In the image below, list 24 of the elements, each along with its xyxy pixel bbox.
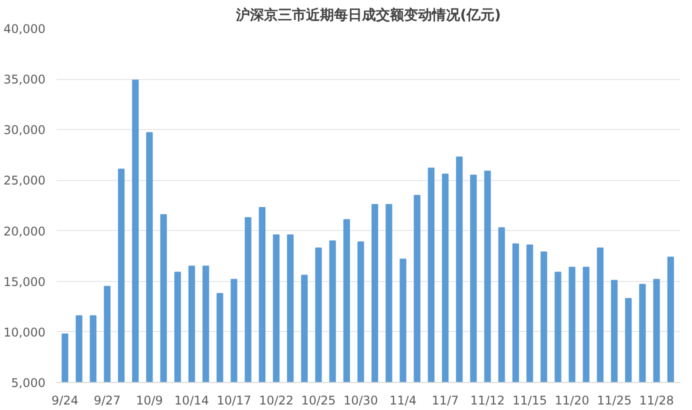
y-tick-label: 30,000	[4, 123, 46, 138]
y-tick-label: 20,000	[4, 224, 46, 238]
x-tick-label: 11/7	[432, 394, 459, 408]
x-tick-label: 10/17	[216, 394, 252, 408]
x-tick-label: 11/4	[390, 394, 416, 408]
x-tick-label: 10/9	[136, 394, 163, 408]
chart-title: 沪深京三市近期每日成交额变动情况(亿元)	[235, 6, 501, 24]
y-tick-label: 15,000	[4, 274, 46, 289]
x-tick-label: 11/25	[597, 394, 632, 408]
y-tick-label: 10,000	[4, 325, 46, 340]
x-tick-label: 10/22	[258, 394, 294, 408]
x-tick-label: 11/28	[639, 394, 674, 408]
x-tick-label: 10/30	[343, 394, 378, 408]
y-tick-label: 40,000	[4, 22, 46, 36]
x-tick-label: 10/14	[174, 394, 210, 408]
x-tick-label: 10/25	[301, 394, 336, 408]
x-tick-label: 11/12	[470, 394, 505, 408]
y-tick-label: 25,000	[4, 174, 46, 188]
y-tick-label: 35,000	[4, 72, 46, 87]
x-tick-label: 9/27	[94, 394, 121, 408]
x-tick-label: 11/15	[512, 394, 548, 408]
x-tick-label: 9/24	[51, 394, 78, 408]
y-tick-label: 5,000	[11, 376, 46, 390]
x-tick-label: 11/20	[554, 394, 590, 408]
